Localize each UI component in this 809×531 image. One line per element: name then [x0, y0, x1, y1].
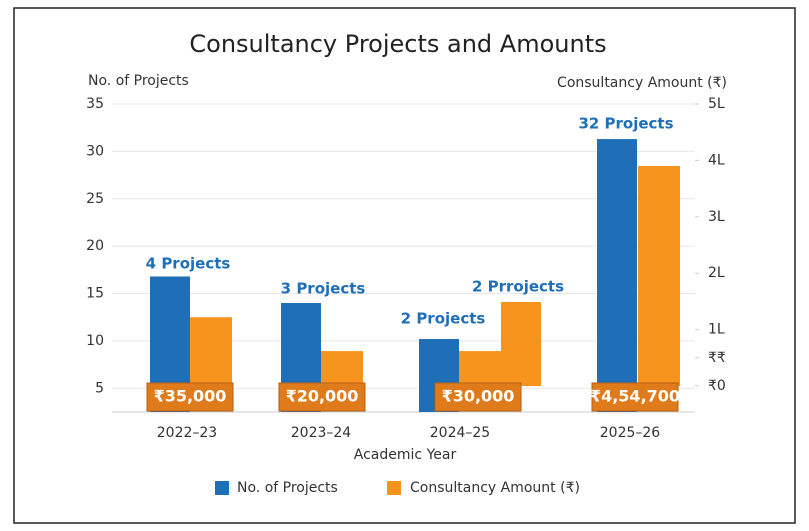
bar: [190, 317, 232, 387]
y-tick-label: 25: [86, 191, 104, 207]
y-tick-label: 10: [86, 333, 104, 349]
y-tick-label: 30: [86, 143, 104, 159]
amount-badge: [434, 382, 522, 412]
amount-badge: [146, 382, 234, 412]
y2-tick-label: 3L: [708, 209, 725, 225]
y2-tick-label: 2L: [708, 265, 725, 281]
bar: [597, 139, 637, 412]
x-tick-label: 2022–23: [157, 425, 217, 441]
amount-label: ₹4,54,700: [590, 387, 680, 406]
y2-tick-label: 5L: [708, 96, 725, 112]
chart-title: Consultancy Projects and Amounts: [189, 30, 606, 58]
legend-swatch: [387, 481, 401, 495]
bar: [459, 351, 501, 387]
bar: [501, 302, 541, 387]
amount-label: ₹30,000: [442, 387, 515, 406]
project-label: 2 Prrojects: [472, 278, 564, 296]
project-label: 4 Projects: [146, 255, 231, 273]
project-label: 32 Projects: [578, 115, 673, 133]
project-label: 3 Projects: [281, 280, 366, 298]
x-tick-label: 2024–25: [430, 425, 490, 441]
y2-tick-label: 4L: [708, 152, 725, 168]
x-tick-label: 2023–24: [291, 425, 352, 441]
y-tick-label: 20: [86, 238, 104, 254]
y2-tick-label: 1L: [708, 322, 725, 338]
y-tick-label: 15: [86, 286, 104, 302]
amount-label: ₹20,000: [286, 387, 359, 406]
legend-label: No. of Projects: [237, 480, 338, 496]
bar: [638, 166, 680, 387]
amount-badge: [278, 382, 366, 412]
y-tick-label: 35: [86, 96, 104, 112]
x-axis-title: Academic Year: [354, 447, 457, 463]
bar: [321, 351, 363, 387]
y-tick-label: 5: [95, 380, 104, 396]
legend-swatch: [215, 481, 229, 495]
project-label: 2 Projects: [401, 310, 486, 328]
legend-label: Consultancy Amount (₹): [410, 480, 580, 496]
y2-tick-label: ₹0: [708, 378, 726, 394]
x-tick-label: 2025–26: [600, 425, 661, 441]
y2-axis-title: Consultancy Amount (₹): [557, 75, 727, 91]
y-axis-title: No. of Projects: [88, 73, 189, 89]
amount-badge: [591, 382, 679, 412]
y2-tick-label: ₹₹: [708, 350, 726, 366]
amount-label: ₹35,000: [154, 387, 227, 406]
